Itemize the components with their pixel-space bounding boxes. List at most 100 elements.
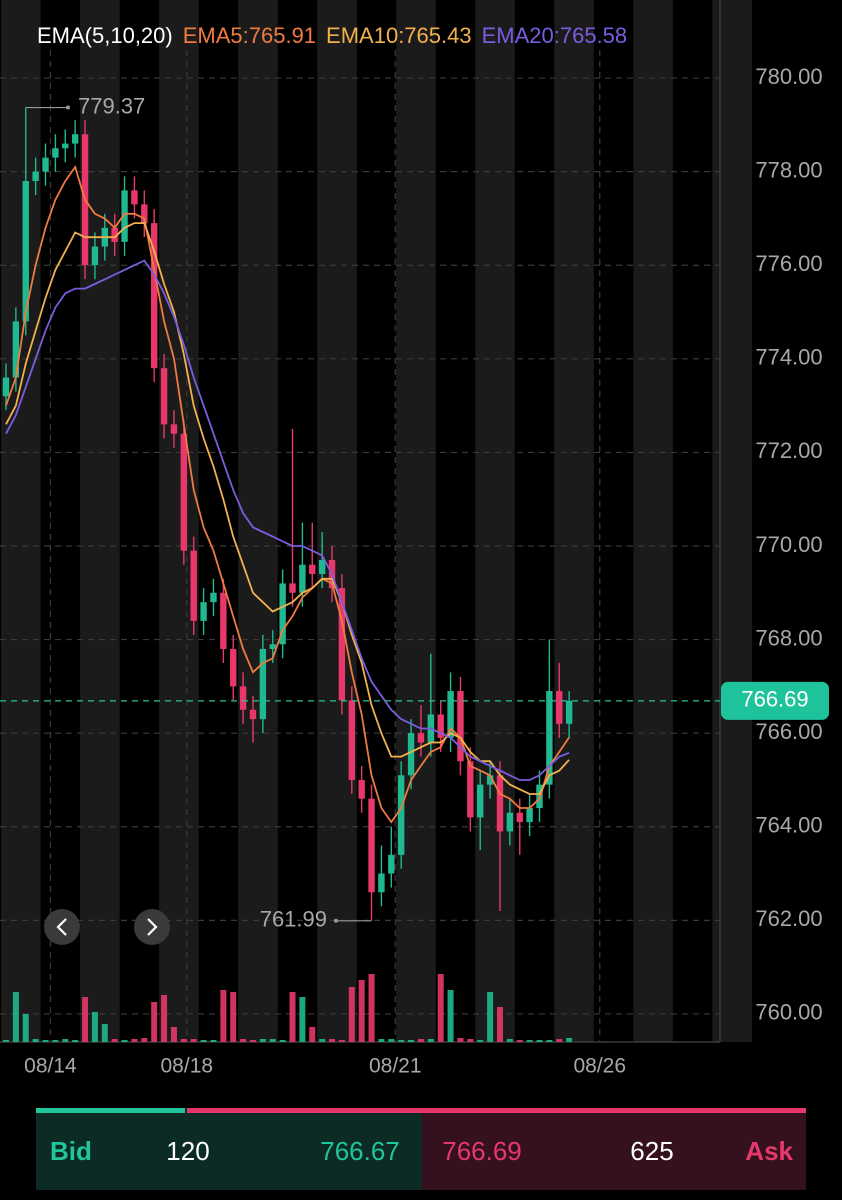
x-tick-label: 08/26 [573,1055,626,1078]
volume-bar [536,1040,543,1042]
volume-bar [200,1040,207,1042]
candle-body [200,602,207,621]
indicator-title: EMA(5,10,20) [37,23,173,48]
volume-bar [546,1040,553,1042]
volume-bar [269,1039,276,1042]
nav-prev[interactable] [44,909,80,945]
x-tick-label: 08/18 [161,1055,214,1078]
volume-bar [566,1038,573,1042]
volume-bar [457,1038,464,1042]
bid-panel[interactable] [36,1108,422,1190]
bid-strength [36,1108,185,1113]
candle-body [417,733,425,743]
volume-bar [190,1039,197,1042]
session-stripe [317,0,357,1042]
volume-bar [427,1039,434,1042]
candle-body [121,190,128,242]
volume-bar [279,1040,286,1042]
candle-body [32,171,39,182]
volume-bar [210,1040,217,1042]
ask-panel[interactable] [422,1108,806,1190]
x-tick-label: 08/14 [24,1055,77,1078]
volume-bar [556,1039,563,1042]
volume-bar [388,1039,395,1042]
volume-bar [62,1039,69,1042]
candle-body [289,583,296,593]
candle-body [368,798,375,893]
volume-bar [161,995,168,1042]
candle-body [190,550,197,621]
candle-body [388,854,395,874]
volume-bar [141,1038,148,1042]
candle-body [71,134,79,144]
volume-bar [42,1040,49,1042]
nav-prev-button[interactable] [44,909,80,945]
session-stripe [554,0,594,1042]
ask-label: Ask [745,1136,793,1166]
candle-body [299,564,306,593]
legend-entry: EMA10:765.43 [326,23,472,48]
candle-body [12,321,20,378]
candle-body [378,873,385,893]
y-tick-label: 778.00 [755,157,822,182]
volume-bar [230,992,237,1042]
candle-body [160,368,168,425]
volume-bar [447,990,454,1042]
candle-body [437,714,444,738]
candle-body [467,761,474,818]
volume-bar [12,992,19,1042]
volume-bar [240,1039,247,1042]
volume-bar [170,1027,177,1042]
volume-bar [526,1040,533,1042]
volume-bar [249,1040,256,1042]
candle-body [269,644,276,649]
candle-body [457,691,464,762]
legend-entry: EMA20:765.58 [482,23,628,48]
y-tick-label: 766.00 [755,719,822,744]
candle-body [358,779,365,799]
plot-area [0,105,720,1042]
candle-body [239,686,247,710]
nav-next[interactable] [134,909,170,945]
last-price-label: 766.69 [741,687,808,712]
volume-bar [121,1040,128,1042]
candle-body [52,148,59,158]
volume-bar [516,1040,523,1042]
volume-bar [259,1039,266,1042]
candle-body [546,691,553,785]
volume-bar [91,1012,98,1042]
candle-body [397,775,405,855]
volume-bar [477,1040,484,1042]
session-stripe [159,0,199,1042]
candle-body [22,181,29,322]
y-tick-label: 764.00 [755,813,822,838]
bid-price: 766.67 [320,1136,400,1166]
volume-bar [496,1007,503,1042]
y-tick-label: 772.00 [755,438,822,463]
y-tick-label: 768.00 [755,625,822,650]
candle-body [279,583,286,645]
candle-body [150,223,158,369]
candle-body [447,691,454,738]
candle-body [131,190,138,205]
candle-body [42,157,49,172]
candle-body [338,588,346,701]
volume-bar [378,1039,385,1042]
nav-next-button[interactable] [134,909,170,945]
chevron-left [56,918,67,936]
ema-line [5,164,570,824]
volume-bar [52,1040,59,1042]
bid-size: 120 [166,1136,209,1166]
volume-bar [22,1014,29,1042]
candle-body [565,700,573,724]
volume-bar [309,1027,316,1042]
volume-bar [467,1039,474,1042]
order-book-bar: Bid 120 766.67 766.69 625 Ask [36,1108,806,1190]
candle-body [486,775,494,785]
ask-strength [187,1108,806,1113]
low-label: 761.99 [260,907,327,932]
last-price-badge [721,681,829,720]
ema-line [5,259,570,781]
